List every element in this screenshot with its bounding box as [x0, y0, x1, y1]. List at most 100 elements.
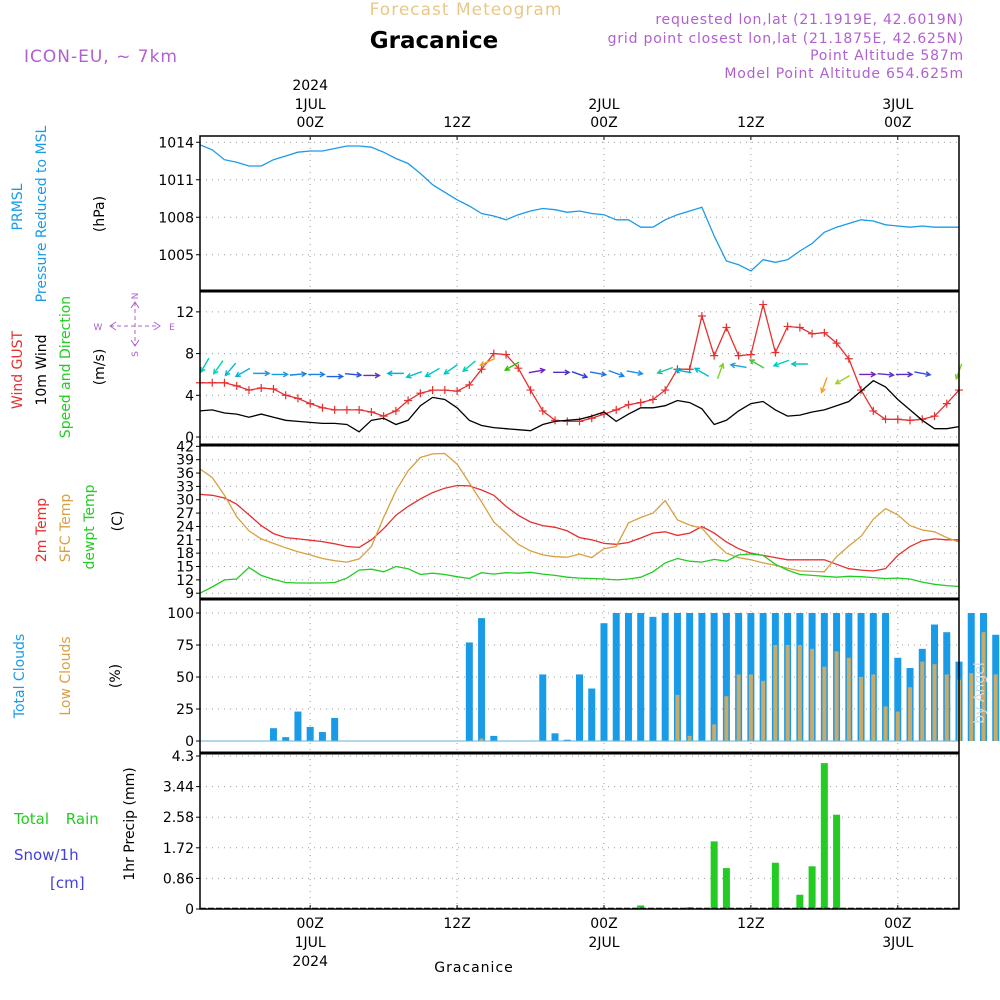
wind-arrow — [212, 360, 224, 375]
gust-point — [416, 389, 425, 398]
gust-point — [477, 365, 486, 374]
wind-arrow — [503, 361, 520, 371]
gust-point — [869, 406, 878, 415]
plot-frame — [199, 135, 960, 910]
low-clouds-bar — [675, 694, 680, 741]
y-tick-label: 1008 — [158, 210, 194, 226]
pressure-label-line2: Pressure Reduced to MSL — [34, 125, 50, 302]
wind-arrow-shaft — [877, 373, 894, 376]
clouds-panel: 0 25 50 75 100 — [167, 606, 1000, 750]
total-clouds-bar — [894, 657, 902, 741]
gust-point — [771, 348, 780, 357]
low-clouds-bar — [871, 674, 876, 741]
gust-point — [881, 415, 890, 424]
bottom-axis-label: 00Z — [590, 916, 617, 932]
gust-point — [330, 405, 339, 414]
gust-point — [502, 350, 511, 359]
wind-panel: 0 4 8 12 — [176, 300, 963, 446]
point-altitude: Point Altitude 587m — [810, 48, 964, 64]
wind-arrow-head — [374, 372, 381, 379]
wind-arrow — [914, 371, 932, 378]
y-tick-label: 1005 — [158, 248, 194, 264]
low-clouds-bar — [736, 674, 741, 741]
series-line-dewpt-temp — [199, 553, 960, 594]
wind-arrow — [528, 367, 546, 374]
wind-arrow — [253, 370, 271, 377]
gust-point — [220, 378, 229, 387]
total-clouds-bar — [882, 613, 890, 741]
temperature-unit: (C) — [110, 511, 126, 532]
top-axis-label: 12Z — [737, 115, 764, 131]
grid-point-coordinates: grid point closest lon,lat (21.1875E, 42… — [608, 31, 964, 47]
y-tick-label: 42 — [176, 439, 194, 455]
total-clouds-bar — [612, 613, 620, 741]
total-clouds-bar — [465, 642, 473, 741]
total-clouds-label: Total Clouds — [12, 634, 28, 719]
low-clouds-bar — [920, 661, 925, 741]
y-tick-label: 33 — [176, 479, 194, 495]
y-tick-label: 100 — [167, 606, 194, 622]
y-tick-label: 1011 — [158, 173, 194, 189]
wind-direction-label: Speed and Direction — [58, 296, 74, 438]
precip-unit: 1hr Precip (mm) — [122, 767, 138, 880]
total-clouds-bar — [686, 613, 694, 741]
wind-arrow-shaft — [608, 369, 624, 377]
pressure-panel: 1005 1008 1011 1014 — [158, 135, 959, 272]
low-clouds-bar — [687, 735, 692, 741]
wind-arrow-shaft — [528, 369, 545, 374]
wind-arrow-head — [748, 359, 756, 365]
gust-point — [342, 405, 351, 414]
low-clouds-bar — [773, 645, 778, 741]
wind-arrow-head — [618, 371, 626, 378]
y-tick-label: 3.44 — [163, 780, 194, 796]
gust-point — [367, 407, 376, 416]
total-clouds-bar — [306, 726, 314, 741]
gust-point — [832, 339, 841, 348]
top-axis-label: 3JUL — [882, 97, 913, 113]
y-tick-label: 0 — [185, 734, 194, 750]
y-tick-label: 12 — [176, 573, 194, 589]
low-clouds-bar — [712, 724, 717, 741]
rain-bar — [796, 894, 804, 909]
wind-arrow-head — [790, 360, 797, 368]
wind-arrow-head — [319, 371, 326, 378]
y-tick-label: 39 — [176, 453, 194, 469]
y-tick-label: 27 — [176, 506, 194, 522]
wind-arrow-shaft — [480, 357, 496, 366]
total-clouds-bar — [331, 717, 339, 741]
gust-point — [918, 415, 927, 424]
gust-label: Wind GUST — [10, 330, 26, 409]
precip-panel: 0 0.86 1.72 2.58 3.44 4.3 — [163, 749, 959, 918]
clouds-unit: (%) — [108, 664, 124, 688]
gust-point — [648, 395, 657, 404]
wind-arrow — [462, 360, 476, 373]
wind-arrow — [479, 357, 496, 367]
wind-arrow-shaft — [730, 364, 747, 369]
low-clouds-bar — [981, 632, 986, 741]
total-clouds-bar — [637, 613, 645, 741]
wind-unit: (m/s) — [92, 349, 108, 386]
wind-arrow-shaft — [914, 371, 931, 376]
wind-arrow — [200, 357, 210, 374]
gust-point — [746, 350, 755, 359]
gust-point — [563, 417, 572, 426]
low-clouds-bar — [810, 648, 815, 741]
wind-arrow — [859, 371, 877, 378]
low-clouds-bar — [859, 677, 864, 741]
gust-point — [844, 354, 853, 363]
wind-arrow-head — [907, 371, 914, 378]
wind-arrow — [626, 370, 644, 376]
wind-arrow — [224, 362, 237, 377]
wind-arrow — [674, 367, 692, 374]
gust-point — [857, 386, 866, 395]
wind-arrow — [589, 371, 608, 378]
wind-arrow-head — [729, 362, 736, 369]
wind-arrow-shaft — [406, 371, 422, 378]
total-clouds-bar — [624, 613, 632, 741]
top-axis-label: 2JUL — [588, 97, 619, 113]
gust-point — [355, 405, 364, 414]
wind-arrow-head — [656, 368, 663, 375]
top-axis-label: 00Z — [296, 115, 323, 131]
total-clouds-bar — [563, 739, 571, 741]
series-line-sfc-temp — [199, 452, 960, 573]
